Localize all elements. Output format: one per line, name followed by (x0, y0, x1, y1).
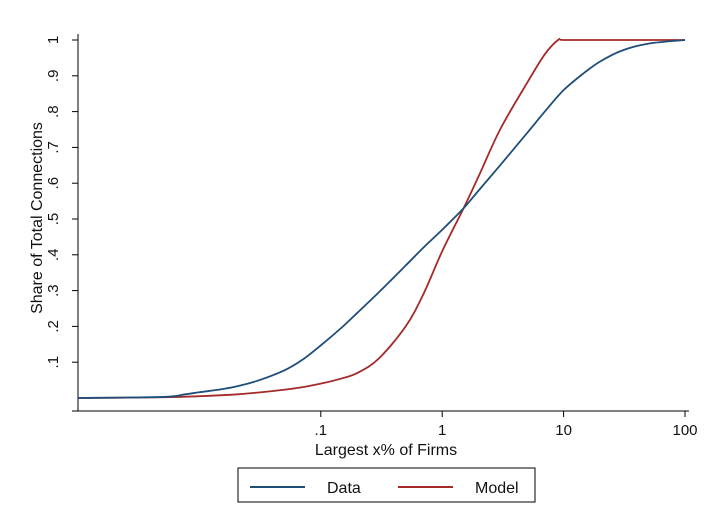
series-line-data (77, 39, 686, 399)
y-tick-label: .1 (45, 356, 62, 369)
y-tick-label: .8 (45, 105, 62, 118)
series-line-model (77, 38, 685, 399)
y-tick-label: .2 (45, 320, 62, 333)
x-tick-label: 100 (672, 422, 697, 439)
y-axis-label: Share of Total Connections (29, 122, 46, 314)
y-tick-label: .5 (45, 213, 62, 226)
y-tick-label: .7 (45, 141, 62, 154)
x-axis-label: Largest x% of Firms (315, 442, 457, 459)
y-tick-label: .3 (45, 284, 62, 297)
legend: Data Model (237, 467, 536, 503)
x-tick-label: 1 (438, 422, 446, 439)
y-tick-label: .9 (45, 70, 62, 83)
y-tick-label: 1 (45, 36, 62, 44)
x-tick-label: 10 (555, 422, 572, 439)
legend-label-model: Model (475, 480, 519, 497)
series-layer (77, 38, 686, 399)
y-tick-label: .4 (45, 249, 62, 262)
x-tick-label: .1 (315, 422, 328, 439)
legend-label-data: Data (327, 480, 361, 497)
axes: .1 .2 .3 .4 .5 .6 .7 .8 .9 1 .1 1 10 100 (45, 34, 698, 439)
legend-box (237, 467, 536, 503)
y-tick-label: .6 (45, 177, 62, 190)
